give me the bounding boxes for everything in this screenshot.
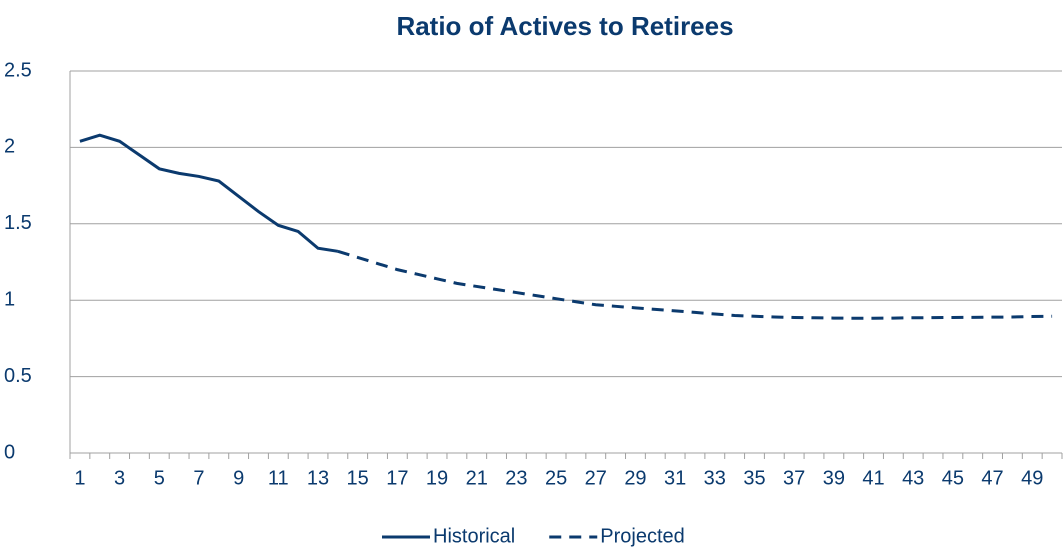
x-tick-label: 49 bbox=[1021, 467, 1043, 489]
x-tick-label: 47 bbox=[981, 467, 1003, 489]
y-tick-label: 0.5 bbox=[4, 365, 32, 387]
x-tick-label: 1 bbox=[74, 467, 85, 489]
x-tick-label: 25 bbox=[545, 467, 567, 489]
x-tick-label: 31 bbox=[664, 467, 686, 489]
x-tick-label: 5 bbox=[154, 467, 165, 489]
x-tick-label: 17 bbox=[386, 467, 408, 489]
series-line bbox=[79, 133, 339, 253]
x-tick-label: 13 bbox=[307, 467, 329, 489]
x-tick-label: 7 bbox=[193, 467, 204, 489]
x-tick-label: 15 bbox=[347, 467, 369, 489]
x-tick-label: 43 bbox=[902, 467, 924, 489]
x-tick-label: 21 bbox=[466, 467, 488, 489]
x-tick-label: 29 bbox=[624, 467, 646, 489]
x-tick-label: 11 bbox=[268, 467, 289, 489]
x-tick-label: 33 bbox=[704, 467, 726, 489]
y-tick-label: 2.5 bbox=[4, 59, 32, 81]
chart-title: Ratio of Actives to Retirees bbox=[396, 11, 733, 41]
x-tick-label: 39 bbox=[823, 467, 845, 489]
x-tick-label: 3 bbox=[114, 467, 125, 489]
y-tick-label: 1.5 bbox=[4, 212, 32, 234]
x-tick-label: 45 bbox=[942, 467, 964, 489]
y-tick-label: 0 bbox=[4, 441, 15, 463]
x-tick-label: 9 bbox=[233, 467, 244, 489]
x-tick-label: 27 bbox=[585, 467, 607, 489]
x-tick-label: 19 bbox=[426, 467, 448, 489]
legend-label: Historical bbox=[433, 525, 515, 547]
series-line bbox=[337, 249, 1053, 320]
legend-label: Projected bbox=[600, 525, 685, 547]
x-tick-label: 37 bbox=[783, 467, 805, 489]
y-tick-label: 1 bbox=[4, 288, 15, 310]
x-tick-label: 35 bbox=[743, 467, 765, 489]
x-tick-label: 41 bbox=[862, 467, 884, 489]
x-tick-label: 23 bbox=[505, 467, 527, 489]
y-tick-label: 2 bbox=[4, 136, 15, 158]
